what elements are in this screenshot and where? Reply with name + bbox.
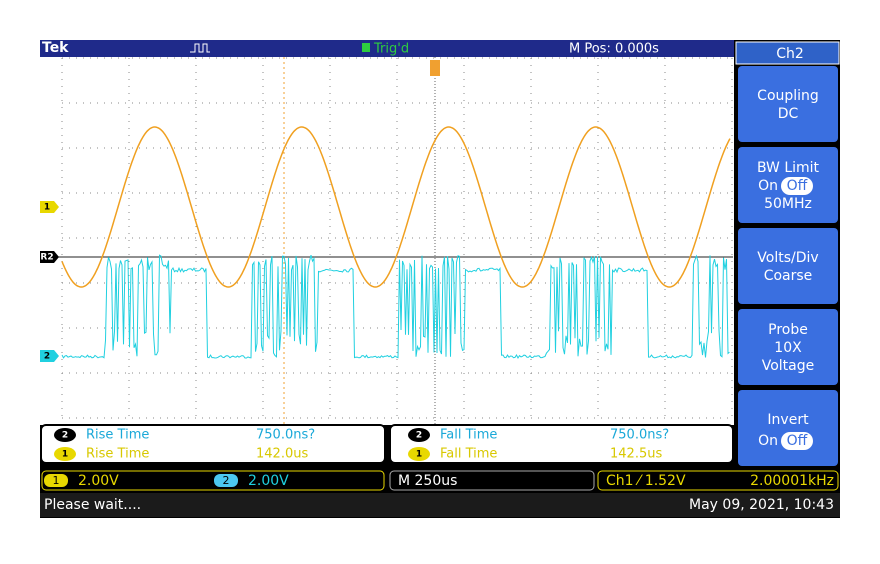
waveforms: 1 R2 2 [40, 126, 731, 362]
brand: Tek [42, 40, 69, 56]
ch1-waveform [61, 126, 731, 288]
status-box [389, 470, 595, 491]
side-menu: Ch2 Coupling DC BW Limit 50MHz On Off Volts/Div… [735, 41, 840, 466]
ch2-waveform [61, 254, 730, 360]
trigger-icon [190, 43, 210, 53]
trigger-setting: Ch1 ⁄ 1.52V [606, 473, 686, 489]
menu-button[interactable] [738, 66, 838, 142]
measure-name: Fall Time [440, 428, 497, 443]
position: M Pos: 0.000s [569, 42, 659, 57]
status-box [41, 470, 385, 491]
trigger-status: Trig'd [373, 42, 409, 57]
menu-label: 10X [774, 340, 802, 356]
toggle-off: Off [787, 178, 808, 194]
menu-label: Coarse [764, 268, 813, 284]
footer-message: Please wait.... [44, 497, 141, 513]
status-badge-bg [44, 474, 68, 487]
measure-name: Fall Time [440, 447, 497, 462]
footer-datetime: May 09, 2021, 10:43 [689, 497, 834, 513]
menu-label: Invert [767, 412, 809, 428]
channel-marker-bg [40, 201, 59, 213]
measure-name: Rise Time [86, 447, 149, 462]
status-scale: 2.00V [248, 473, 289, 489]
measurements: 2 Rise Time 750.0ns? 1 Rise Time 142.0us 2 Fall… [40, 424, 734, 464]
toggle-on: On [758, 178, 778, 194]
status-box [597, 470, 839, 491]
toggle-off-bg [781, 177, 813, 195]
measure-badge: 1 [62, 450, 68, 460]
channel-marker-bg [40, 251, 59, 263]
channel-marker-bg [40, 350, 59, 362]
measure-box [389, 424, 734, 464]
measure-box [40, 424, 386, 464]
top-bar [40, 40, 734, 57]
toggle-off: Off [787, 433, 808, 449]
menu-label: 50MHz [764, 196, 812, 212]
status-badge: 1 [53, 474, 60, 487]
frequency: 2.00001kHz [750, 473, 834, 489]
status-bg [40, 469, 840, 492]
measure-badge-bg [408, 447, 430, 461]
measure-badge-bg [54, 447, 76, 461]
menu-title: Ch2 [776, 46, 804, 62]
menu-button[interactable] [738, 309, 838, 385]
channel-marker: 2 [44, 352, 50, 362]
trig-indicator [362, 43, 370, 52]
measure-badge-bg [54, 428, 76, 442]
toggle-on: On [758, 433, 778, 449]
status-badge-bg [214, 474, 238, 487]
measure-value: 142.0us [256, 447, 308, 462]
measure-value: 750.0ns? [610, 428, 669, 443]
measure-badge: 1 [416, 450, 422, 460]
menu-label: BW Limit [757, 160, 820, 176]
measure-value: 750.0ns? [256, 428, 315, 443]
channel-marker: 1 [44, 203, 50, 213]
measure-name: Rise Time [86, 428, 149, 443]
menu-header [735, 41, 840, 65]
menu-label: Volts/Div [757, 250, 818, 266]
status-bar: 1 2.00V 2 2.00V M 250us Ch1 ⁄ 1.52V 2.00001kHz [40, 469, 840, 492]
footer-bar [40, 493, 840, 517]
status-scale: 2.00V [78, 473, 119, 489]
timebase: M 250us [398, 473, 457, 489]
measure-badge-bg [408, 428, 430, 442]
channel-marker: R2 [40, 253, 53, 263]
graticule [40, 57, 734, 425]
menu-button[interactable] [738, 390, 838, 466]
measure-value: 142.5us [610, 447, 662, 462]
status-badge: 2 [223, 474, 230, 487]
grid [40, 57, 733, 425]
toggle-off-bg [781, 432, 813, 450]
trigger-marker [430, 60, 440, 76]
menu-label: DC [778, 106, 799, 122]
menu-label: Voltage [762, 358, 815, 374]
menu-label: Coupling [757, 88, 819, 104]
measure-badge: 2 [416, 431, 422, 441]
measure-badge: 2 [62, 431, 68, 441]
menu-button[interactable] [738, 228, 838, 304]
menu-label: Probe [768, 322, 808, 338]
